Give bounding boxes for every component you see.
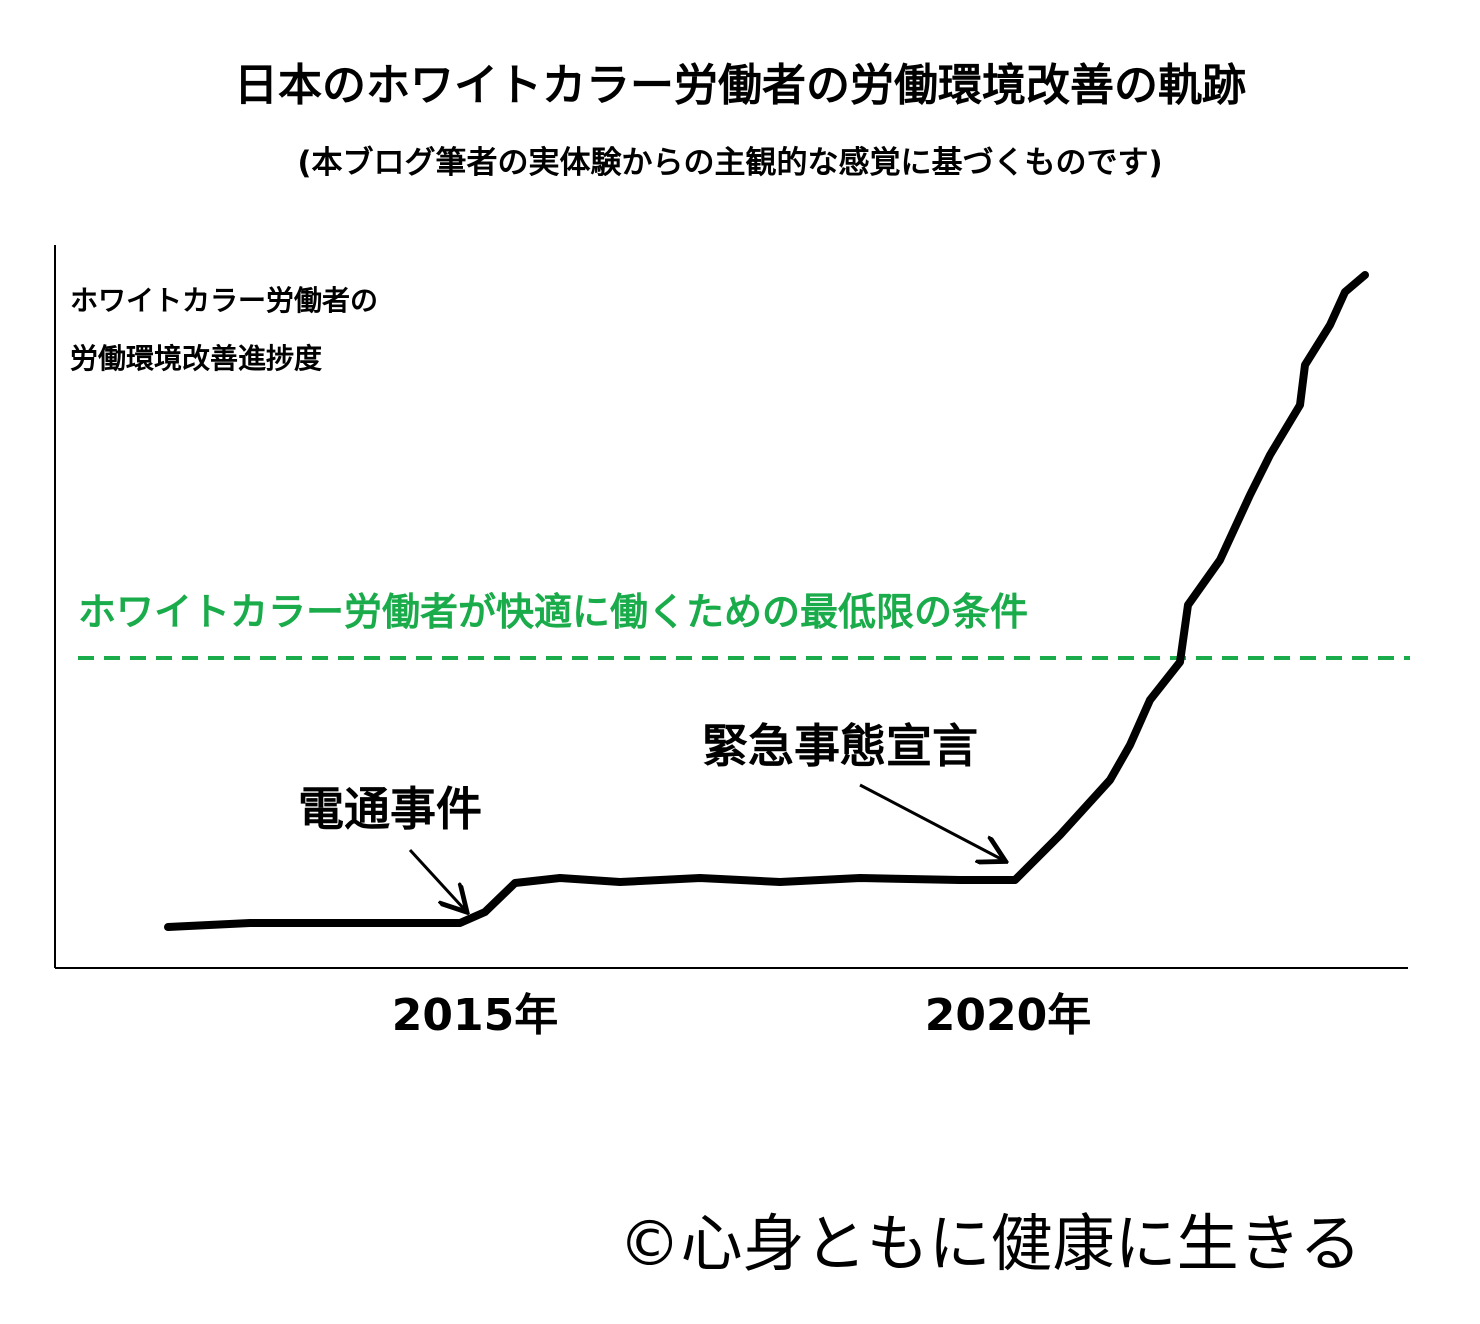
- annotation: 緊急事態宣言: [702, 719, 978, 773]
- title: 日本のホワイトカラー労働者の労働環境改善の軌跡: [234, 60, 1246, 111]
- y-axis-label: 労働環境改善進捗度: [70, 342, 322, 375]
- annotation: 電通事件: [298, 782, 482, 836]
- subtitle: (本ブログ筆者の実体験からの主観的な感覚に基づくものです): [297, 145, 1162, 181]
- y-axis-label: ホワイトカラー労働者の: [70, 284, 378, 317]
- trend-curve: [164, 271, 1369, 931]
- annotation-arrow: [408, 848, 465, 910]
- annotation-arrow: [859, 783, 1003, 860]
- x-tick-label: 2015年: [392, 990, 558, 1041]
- credit: ©心身ともに健康に生きる: [619, 1207, 1362, 1280]
- x-tick-label: 2020年: [925, 990, 1091, 1041]
- threshold-label: ホワイトカラー労働者が快適に働くための最低限の条件: [78, 590, 1028, 634]
